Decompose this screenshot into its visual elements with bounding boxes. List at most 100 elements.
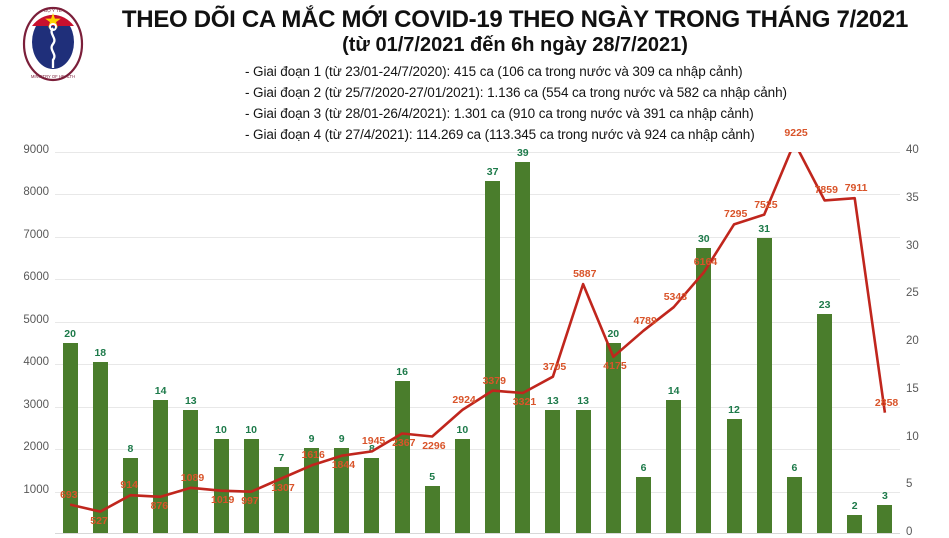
bar[interactable] (545, 409, 561, 534)
bar-value-label: 13 (577, 394, 589, 407)
bar[interactable] (877, 505, 893, 534)
bar[interactable] (666, 400, 682, 534)
bar[interactable] (756, 237, 772, 534)
bar[interactable] (183, 409, 199, 534)
bar[interactable] (454, 438, 470, 534)
bar-value-label: 14 (667, 385, 680, 398)
line-value-label: 5887 (573, 268, 597, 281)
line-value-label: 1616 (301, 449, 325, 462)
line-value-label: 2924 (452, 393, 476, 406)
gridline (55, 152, 900, 153)
line-value-label: 3321 (512, 396, 537, 408)
bar[interactable] (213, 438, 229, 534)
bar-value-label: 3 (881, 490, 888, 503)
bar-value-label: 2 (851, 499, 858, 512)
y-axis-left-tick: 5000 (23, 313, 49, 326)
line-value-label: 2858 (874, 396, 899, 409)
bar[interactable] (153, 400, 169, 534)
gridline (55, 449, 900, 451)
gridline (55, 194, 900, 196)
bar[interactable] (726, 419, 742, 534)
line-value-label: 7911 (844, 182, 868, 195)
line-value-label: 914 (120, 479, 138, 492)
y-axis-left-tick: 3000 (23, 398, 49, 411)
line-value-label: 1089 (180, 471, 205, 484)
bar[interactable] (817, 314, 833, 534)
bar-value-label: 23 (818, 299, 831, 312)
bar-value-label: 6 (791, 461, 798, 474)
bar[interactable] (786, 476, 802, 534)
bar-value-label: 37 (486, 165, 499, 178)
line-value-label: 7525 (754, 198, 778, 211)
bar-value-label: 8 (127, 442, 134, 455)
bar[interactable] (696, 247, 712, 534)
gridline (55, 364, 900, 366)
bar[interactable] (394, 381, 410, 534)
bar[interactable] (62, 343, 78, 534)
bar-value-label: 6 (640, 461, 647, 474)
line-value-label: 997 (241, 494, 259, 507)
svg-text:BỘ Y TẾ: BỘ Y TẾ (44, 7, 62, 13)
bar[interactable] (304, 448, 319, 534)
line-value-label: 6164 (693, 256, 718, 269)
bar-value-label: 9 (308, 433, 315, 446)
line-series (69, 152, 887, 513)
y-axis-right-tick: 30 (906, 239, 919, 252)
y-axis-right-tick: 40 (906, 144, 919, 156)
bar-value-label: 14 (154, 385, 167, 398)
gridline (55, 491, 900, 493)
line-value-label: 3379 (482, 374, 506, 387)
bar[interactable] (485, 180, 501, 534)
line-value-label: 527 (90, 514, 108, 527)
bar[interactable] (605, 343, 621, 534)
svg-text:MINISTRY OF HEALTH: MINISTRY OF HEALTH (31, 74, 75, 79)
bar[interactable] (575, 409, 591, 534)
bar[interactable] (334, 448, 350, 534)
y-axis-left-tick: 9000 (23, 144, 49, 156)
y-axis-right-tick: 35 (906, 191, 919, 204)
line-value-label: 4175 (603, 359, 627, 372)
chart-header: BỘ Y TẾ MINISTRY OF HEALTH THEO DÕI CA M… (0, 0, 949, 142)
y-axis-left-tick: 1000 (23, 483, 49, 496)
ministry-of-health-logo-icon: BỘ Y TẾ MINISTRY OF HEALTH (22, 4, 84, 82)
bar-value-label: 10 (456, 423, 469, 436)
line-value-label: 4789 (633, 314, 657, 327)
line-value-label: 876 (150, 499, 169, 512)
bar[interactable] (364, 457, 380, 534)
gridline (55, 279, 900, 281)
bar-value-label: 13 (547, 394, 559, 407)
bar[interactable] (847, 514, 863, 534)
bar-value-label: 10 (215, 423, 227, 436)
line-value-label: 693 (60, 488, 78, 501)
y-axis-right-tick: 0 (906, 526, 913, 538)
bar-value-label: 16 (396, 366, 408, 379)
page-subtitle: (từ 01/7/2021 đến 6h ngày 28/7/2021) (342, 34, 688, 56)
bar-value-label: 7 (278, 452, 285, 465)
y-axis-right-tick: 10 (906, 430, 919, 443)
page-title: THEO DÕI CA MẮC MỚI COVID-19 THEO NGÀY T… (121, 6, 909, 33)
bar-value-label: 30 (697, 232, 710, 245)
bar[interactable] (273, 467, 289, 534)
line-value-label: 7859 (814, 184, 838, 197)
bar[interactable] (515, 161, 531, 534)
line-value-label: 2367 (392, 436, 416, 449)
bar[interactable] (636, 476, 651, 534)
line-value-label: 9225 (784, 126, 808, 139)
bar[interactable] (243, 438, 259, 534)
line-value-label: 1307 (271, 481, 295, 494)
y-axis-left-tick: 4000 (23, 356, 49, 369)
gridline (55, 321, 900, 323)
y-axis-left-tick: 7000 (23, 228, 49, 241)
bar-value-label: 5 (429, 471, 436, 484)
bar[interactable] (424, 486, 440, 534)
bar-value-label: 10 (245, 423, 258, 436)
phase-line-1: - Giai đoạn 1 (từ 23/01-24/7/2020): 415 … (245, 64, 743, 79)
bar-value-label: 18 (94, 347, 107, 360)
line-value-label: 1844 (331, 458, 356, 471)
gridline (55, 406, 900, 408)
bar-value-label: 9 (338, 433, 345, 446)
bar-value-label: 8 (368, 442, 375, 455)
bar[interactable] (92, 362, 108, 534)
y-axis-right-tick: 25 (906, 287, 919, 300)
chart-plot-area: 1000 2000 3000 4000 5000 6000 7000 8000 9000 0 5 1… (23, 127, 918, 538)
